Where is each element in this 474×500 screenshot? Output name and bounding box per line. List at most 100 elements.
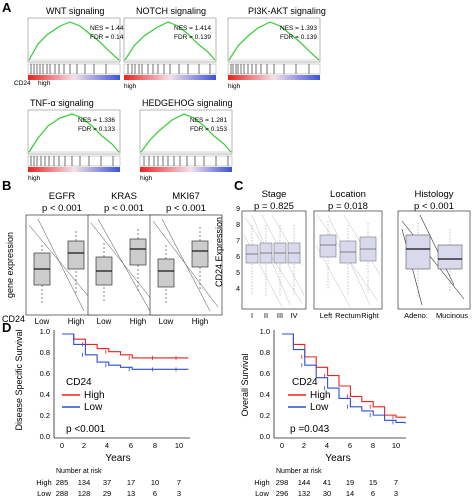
fdr-value: FDR = 0.153 (190, 126, 227, 133)
xtick: 2 (82, 441, 86, 450)
km-ylabel: Overall Survival (240, 353, 250, 416)
group-p: p = 0.018 (328, 201, 368, 212)
hit-bars (123, 63, 217, 75)
legend-low: Low (84, 402, 103, 413)
risk-cell: 29 (103, 489, 111, 498)
gene-p: p < 0.001 (42, 203, 82, 214)
group-title: Stage (262, 189, 287, 200)
boxplot-stage: Stage p = 0.825 I II III IV (241, 189, 307, 320)
rank-colorbar (228, 75, 320, 80)
risk-label: Low (255, 489, 269, 498)
ytick: 9 (236, 206, 240, 213)
km-curves-right (282, 333, 406, 425)
box-high (67, 240, 85, 270)
box-high (129, 238, 147, 266)
risk-cell: 41 (323, 478, 331, 487)
cat: II (264, 311, 268, 320)
ytick: 1.0 (40, 327, 50, 336)
gsea-title: WNT signaling (46, 6, 104, 16)
risk-cell: 128 (78, 489, 91, 498)
hit-bars (227, 63, 321, 75)
risk-cell: 298 (276, 478, 289, 487)
xtick: 10 (392, 441, 400, 450)
nes-value: NES = 1.446 (90, 25, 127, 32)
nes-value: NES = 1.336 (78, 117, 115, 124)
risk-cell: 296 (276, 489, 289, 498)
risk-label: High (36, 478, 51, 487)
rank-colorbar (140, 167, 232, 172)
risk-title: Number at risk (276, 468, 322, 475)
gsea-plot-tnf: TNF-α signaling NES = 1.336 FDR = 0.133 … (27, 98, 121, 182)
boxplot-histology: Histology p < 0.001 Adeno. Mucinous (397, 189, 471, 320)
panel-a-letter: A (2, 0, 12, 15)
km-xticks: 0 2 4 6 8 10 (280, 441, 400, 450)
group-p: p < 0.001 (414, 201, 454, 212)
nes-value: NES = 1.281 (190, 117, 227, 124)
risk-cell: 134 (78, 478, 91, 487)
risk-cell: 14 (346, 489, 354, 498)
enrichment-curve (28, 113, 120, 153)
cat-low: Low (35, 317, 50, 326)
cat: IV (290, 311, 297, 320)
xtick: 0 (280, 441, 284, 450)
enrichment-curve (124, 21, 216, 61)
box-left (319, 234, 337, 258)
gsea-plot-pi3k-akt: PI3K-AKT signaling NES = 1.393 FDR = 0.1… (227, 6, 326, 90)
gsea-label-high: high (228, 83, 241, 90)
xtick: 0 (60, 441, 64, 450)
ytick: 8 (236, 222, 240, 229)
hit-bars (27, 63, 121, 75)
boxplot-location: Location p = 0.018 Left Rectum Right (313, 189, 383, 320)
box-high (191, 240, 209, 268)
cat-low: Low (97, 317, 112, 326)
panel-d-letter: D (2, 320, 11, 335)
fdr-value: FDR = 0.133 (78, 126, 115, 133)
legend-low: Low (310, 402, 329, 413)
cat: Mucinous (436, 311, 468, 320)
km-yticks: 0.0 0.2 0.4 0.6 0.8 1.0 (40, 327, 50, 441)
gsea-plot-wnt: WNT signaling NES = 1.446 FDR = 0.148 CD… (14, 6, 127, 87)
risk-cell: 144 (298, 478, 311, 487)
cat: I (251, 311, 253, 320)
risk-label: High (254, 478, 269, 487)
cat-high: High (130, 317, 146, 326)
box-mucinous (437, 244, 463, 270)
ytick: 4 (236, 286, 240, 293)
fdr-value: FDR = 0.139 (280, 34, 317, 41)
risk-cell: 13 (127, 489, 135, 498)
hit-bars (27, 155, 121, 167)
km-curves-left (62, 333, 189, 372)
panel-c-yticks: 4 5 6 7 8 9 (236, 206, 240, 293)
risk-label: Low (37, 489, 51, 498)
km-pvalue: p =0.043 (290, 424, 330, 435)
risk-cell: 10 (151, 478, 159, 487)
nes-value: NES = 1.414 (174, 25, 211, 32)
rank-colorbar (124, 75, 216, 80)
rank-colorbar (28, 167, 120, 172)
risk-cell: 3 (394, 489, 398, 498)
km-xlabel: Years (325, 453, 350, 464)
risk-cell: 3 (177, 489, 181, 498)
legend-high: High (84, 390, 105, 401)
xtick: 8 (153, 441, 157, 450)
enrichment-curve (28, 21, 120, 61)
cat-low: Low (159, 317, 174, 326)
gsea-label-high: high (124, 83, 137, 90)
box-adeno (405, 234, 431, 270)
ytick: 0.0 (260, 432, 270, 441)
km-ylabel: Disease Specific Survival (14, 329, 24, 430)
risk-row-low: Low 288 128 29 13 6 3 (37, 489, 181, 498)
ytick: 1.0 (260, 327, 270, 336)
risk-row-low: Low 296 132 30 14 6 3 (255, 489, 398, 498)
risk-cell: 7 (177, 478, 181, 487)
gsea-label-high: high (38, 80, 51, 87)
panel-b-letter: B (2, 178, 11, 193)
xtick: 8 (371, 441, 375, 450)
xtick: 4 (105, 441, 109, 450)
cat: Right (361, 311, 379, 320)
km-yticks: 0.0 0.2 0.4 0.6 0.8 1.0 (260, 327, 270, 441)
cat-high: High (192, 317, 208, 326)
group-p: p = 0.825 (254, 201, 294, 212)
gsea-plot-hedgehog: HEDGEHOG signaling NES = 1.281 FDR = 0.1… (139, 98, 233, 182)
